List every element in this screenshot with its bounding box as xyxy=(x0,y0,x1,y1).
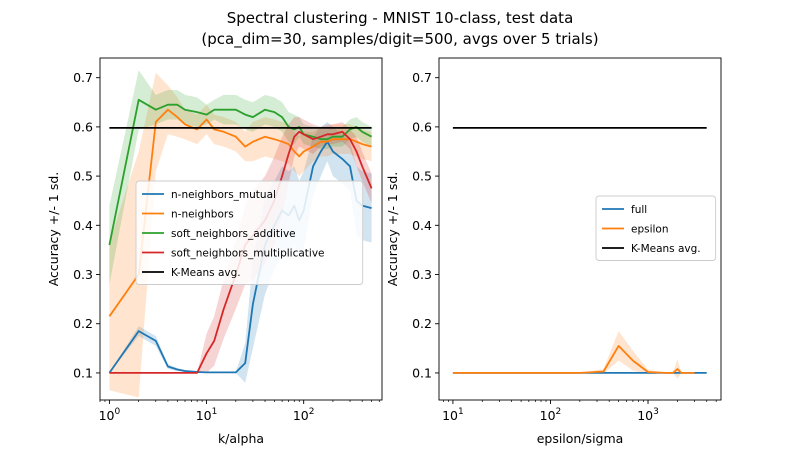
legend-box xyxy=(595,195,717,261)
x-axis-label: epsilon/sigma xyxy=(537,431,624,446)
y-axis-label: Accuracy +/- 1 sd. xyxy=(46,172,61,287)
x-tick-label: 102 xyxy=(540,407,562,423)
x-tick-label: 101 xyxy=(442,407,464,423)
figure-title-line1: Spectral clustering - MNIST 10-class, te… xyxy=(227,9,574,27)
y-tick-label: 0.7 xyxy=(73,70,93,85)
sd-band-2 xyxy=(109,72,372,398)
y-tick-label: 0.3 xyxy=(73,267,93,282)
chart-panels: 0.1 0.2 0.3 0.4 0.5 0.6 0.7 100 101 102 k/alpha Acc… xyxy=(46,57,722,446)
x-tick-label: 102 xyxy=(293,407,315,423)
y-tick-label: 0.6 xyxy=(412,119,432,134)
y-axis-label: Accuracy +/- 1 sd. xyxy=(385,172,400,287)
x-axis-label: k/alpha xyxy=(218,431,264,446)
y-tick-label: 0.1 xyxy=(73,365,93,380)
legend-label: full xyxy=(631,204,647,216)
legend-label: K-Means avg. xyxy=(631,243,701,255)
y-tick-label: 0.1 xyxy=(412,365,432,380)
y-tick-label: 0.5 xyxy=(73,169,93,184)
x-tick-label: 103 xyxy=(637,407,659,423)
y-tick-label: 0.7 xyxy=(412,70,432,85)
legend: n-neighbors_mutual n-neighbors soft_neighb… xyxy=(135,180,364,285)
x-tick-label: 101 xyxy=(196,407,218,423)
y-tick-label: 0.4 xyxy=(73,218,93,233)
series-line-2 xyxy=(108,108,372,317)
series-line-3 xyxy=(108,98,373,246)
y-tick-label: 0.4 xyxy=(412,218,432,233)
legend-box xyxy=(135,180,364,285)
y-tick-label: 0.5 xyxy=(412,169,432,184)
legend-label: n-neighbors_mutual xyxy=(171,189,276,201)
series-line-2 xyxy=(452,344,695,374)
y-tick-label: 0.2 xyxy=(412,316,432,331)
legend: full epsilon K-Means avg. xyxy=(595,195,717,261)
y-tick-label: 0.3 xyxy=(412,267,432,282)
figure-title-line2: (pca_dim=30, samples/digit=500, avgs ove… xyxy=(201,30,598,49)
chart-panel-1: 0.1 0.2 0.3 0.4 0.5 0.6 0.7 100 101 102 k/alpha Acc… xyxy=(46,57,383,446)
chart-panel-2: 0.1 0.2 0.3 0.4 0.5 0.6 0.7 101 102 103 epsilon/si… xyxy=(385,57,722,446)
x-tick-label: 100 xyxy=(99,407,121,423)
y-tick-label: 0.6 xyxy=(73,119,93,134)
legend-label: n-neighbors xyxy=(171,208,234,220)
legend-label: soft_neighbors_additive xyxy=(171,228,296,240)
legend-label: epsilon xyxy=(631,223,669,235)
legend-label: soft_neighbors_multiplicative xyxy=(171,247,325,259)
sd-band-2 xyxy=(452,331,695,379)
y-tick-label: 0.2 xyxy=(73,316,93,331)
axes-frame xyxy=(99,57,383,401)
legend-label: K-Means avg. xyxy=(171,267,241,279)
